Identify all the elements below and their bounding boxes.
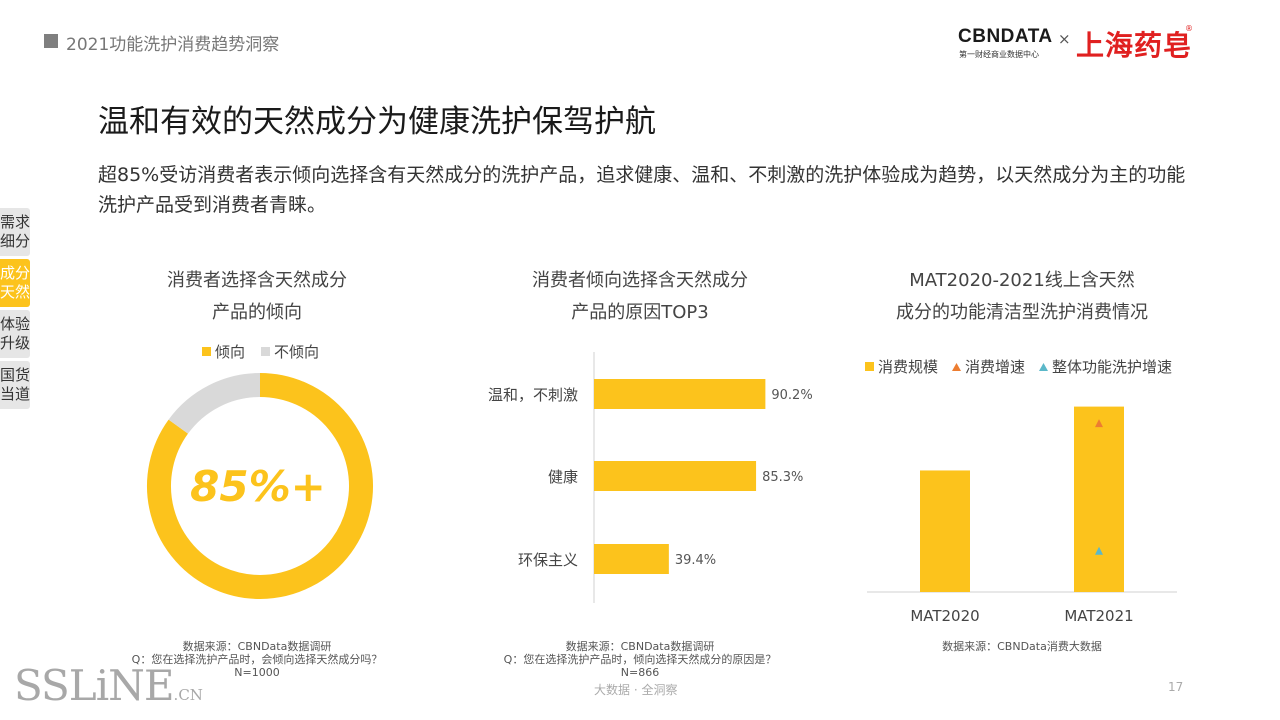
bar-title-line1: 消费者倾向选择含天然成分 <box>532 270 748 291</box>
category-label: 环保主义 <box>518 551 578 569</box>
column-source: 数据来源：CBNData消费大数据 <box>872 640 1172 653</box>
donut-source: 数据来源：CBNData数据调研 Q：您在选择洗护产品时，会倾向选择天然成分吗？… <box>107 640 407 679</box>
donut-title-line2: 产品的倾向 <box>212 302 302 323</box>
bar <box>594 379 766 409</box>
column-title-line2: 成分的功能清洁型洗护消费情况 <box>896 302 1148 323</box>
donut-chart: 倾向 不倾向 85%+ <box>147 343 373 599</box>
legend-marker <box>202 347 211 356</box>
legend-label: 消费增速 <box>965 358 1025 376</box>
page-title: 温和有效的天然成分为健康洗护保驾护航 <box>98 104 656 140</box>
bar <box>594 461 757 491</box>
cbndata-subtitle: 第一财经商业数据中心 <box>959 50 1039 59</box>
legend-marker <box>261 347 270 356</box>
value-label: 85.3% <box>762 470 803 485</box>
category-label: MAT2021 <box>1064 607 1133 625</box>
watermark-logo: SSLiNE.CN <box>14 661 203 710</box>
section-marker <box>44 34 58 48</box>
registered-mark: ® <box>1185 24 1193 33</box>
legend-label: 整体功能洗护增速 <box>1052 358 1172 376</box>
legend-marker <box>865 362 874 371</box>
donut-slice <box>168 373 261 434</box>
tab-label: 体验升级 <box>0 315 31 352</box>
donut-title: 消费者选择含天然成分 产品的倾向 <box>107 265 407 329</box>
donut-slice <box>147 373 373 599</box>
growth-marker <box>1095 419 1103 428</box>
reasons-bar-chart: 温和，不刺激 90.2% 健康 85.3% 环保主义 39.4% <box>488 352 813 603</box>
tab-demand-segmentation[interactable]: 需求细分 <box>0 208 30 256</box>
tab-domestic-brands[interactable]: 国货当道 <box>0 361 30 409</box>
tab-label: 需求细分 <box>0 213 31 250</box>
category-label: 温和，不刺激 <box>488 386 578 404</box>
bar-source: 数据来源：CBNData数据调研 Q：您在选择洗护产品时，倾向选择天然成分的原因… <box>470 640 810 679</box>
category-label: 健康 <box>548 468 578 486</box>
legend-label: 消费规模 <box>878 358 938 376</box>
consumption-column-chart: 消费规模 消费增速 整体功能洗护增速 MAT2020 MAT2021 <box>865 358 1177 625</box>
bar <box>594 544 669 574</box>
category-label: MAT2020 <box>910 607 979 625</box>
side-tabs: 需求细分 成分天然 体验升级 国货当道 <box>0 208 32 412</box>
page-number: 17 <box>1168 680 1184 694</box>
footer-tagline: 大数据 · 全洞察 <box>594 683 678 697</box>
tab-experience-upgrade[interactable]: 体验升级 <box>0 310 30 358</box>
cbndata-logo: CBNDATA <box>958 26 1053 47</box>
source-line: Q：您在选择洗护产品时，倾向选择天然成分的原因是？ <box>503 653 777 666</box>
source-line: N=1000 <box>234 666 280 679</box>
tab-label: 国货当道 <box>0 366 31 403</box>
column-bar <box>920 470 970 592</box>
source-line: 数据来源：CBNData数据调研 <box>182 640 332 653</box>
section-title: 2021功能洗护消费趋势洞察 <box>66 35 280 55</box>
brand-logos: CBNDATA 第一财经商业数据中心 × 上海药皂 ® <box>958 24 1198 64</box>
legend-label: 倾向 <box>215 343 245 361</box>
tab-natural-ingredients[interactable]: 成分天然 <box>0 259 30 307</box>
brand-separator: × <box>1058 30 1071 48</box>
legend-label: 不倾向 <box>274 343 319 361</box>
legend-marker <box>952 363 961 371</box>
source-line: 数据来源：CBNData数据调研 <box>565 640 715 653</box>
page-description: 超85%受访消费者表示倾向选择含有天然成分的洗护产品，追求健康、温和、不刺激的洗… <box>98 164 1186 216</box>
column-title-line1: MAT2020-2021线上含天然 <box>909 270 1135 291</box>
column-chart-title: MAT2020-2021线上含天然 成分的功能清洁型洗护消费情况 <box>872 265 1172 329</box>
value-label: 39.4% <box>675 553 716 568</box>
donut-center-label: 85%+ <box>190 462 326 511</box>
column-bar <box>1074 406 1124 592</box>
source-line: Q：您在选择洗护产品时，会倾向选择天然成分吗？ <box>131 653 383 666</box>
bar-title-line2: 产品的原因TOP3 <box>571 302 709 323</box>
tab-label: 成分天然 <box>0 264 31 301</box>
donut-title-line1: 消费者选择含天然成分 <box>167 270 347 291</box>
value-label: 90.2% <box>771 388 812 403</box>
source-line: N=866 <box>620 666 660 679</box>
legend-marker <box>1039 363 1048 371</box>
bar-chart-title: 消费者倾向选择含天然成分 产品的原因TOP3 <box>490 265 790 329</box>
source-line: 数据来源：CBNData消费大数据 <box>942 640 1102 653</box>
growth-marker <box>1095 546 1103 555</box>
partner-logo: 上海药皂 <box>1076 29 1193 62</box>
